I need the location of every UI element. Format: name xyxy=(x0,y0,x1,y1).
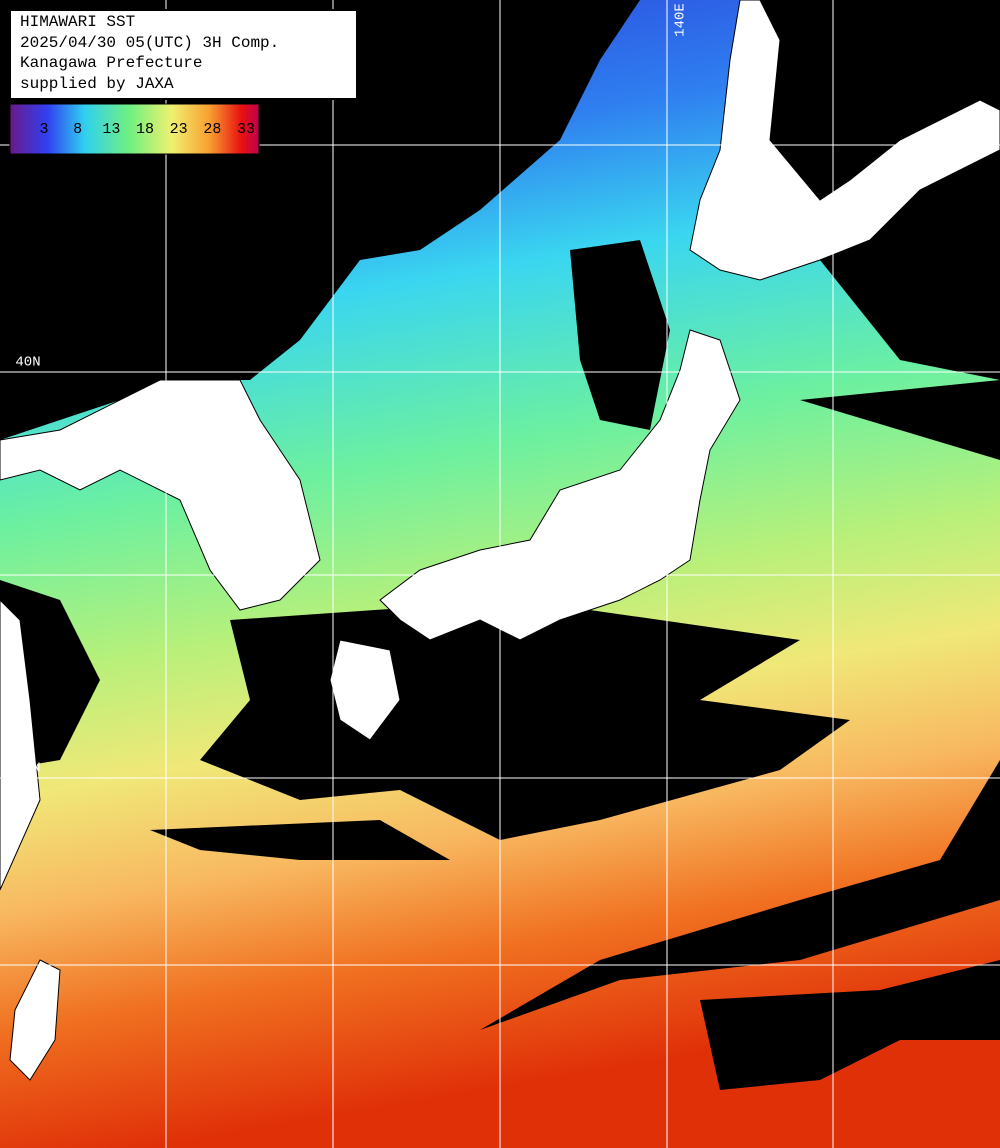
color-bar-label: 28 xyxy=(203,121,221,138)
color-bar-ticks: 3 8 13 18 23 28 33 xyxy=(39,121,255,138)
land xyxy=(0,0,1000,1081)
lat-label: 40N xyxy=(15,355,40,371)
header-line: Kanagawa Prefecture xyxy=(20,54,202,72)
color-bar-label: 13 xyxy=(102,121,120,138)
color-bar-label: 33 xyxy=(237,121,255,138)
lat-label: 30N xyxy=(15,761,40,777)
color-bar-label: 18 xyxy=(136,121,154,138)
color-bar-label: 8 xyxy=(73,121,82,138)
header-line: 2025/04/30 05(UTC) 3H Comp. xyxy=(20,34,279,52)
color-bar-label: 3 xyxy=(39,121,48,138)
lon-label: 140E xyxy=(673,3,689,37)
cloud-cover xyxy=(0,0,1000,1090)
info-box xyxy=(9,9,358,100)
header-line: supplied by JAXA xyxy=(20,75,174,93)
header-line: HIMAWARI SST xyxy=(20,13,135,31)
color-bar-label: 23 xyxy=(170,121,188,138)
color-bar xyxy=(9,103,260,155)
